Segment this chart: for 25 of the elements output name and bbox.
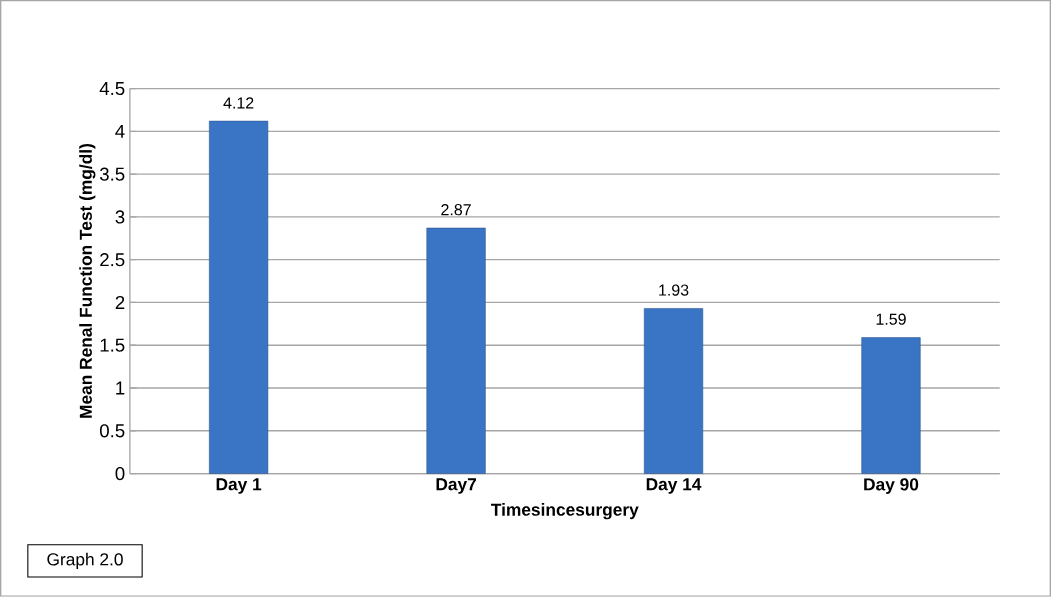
y-tick-label: 2 [115,296,125,310]
y-tick-label: 1.5 [100,338,125,352]
x-tick-label: Day 90 [864,478,919,495]
y-tick-label: 4 [115,125,125,138]
y-tick-label: 0 [115,467,125,481]
x-axis-title: Timesincesurgery [491,503,639,520]
x-tick-label: Day7 [436,478,477,494]
y-tick-label: 1 [116,381,125,395]
bar [643,308,704,474]
x-tick-label: Day 14 [646,478,702,494]
x-tick-label: Day 1 [216,478,262,494]
bar [861,337,921,474]
data-label: 1.59 [876,313,906,325]
y-tick-label: 4.5 [99,82,125,96]
data-label: 1.93 [659,284,689,296]
y-tick-label: 0.5 [99,424,125,438]
y-tick-label: 3.5 [99,167,125,181]
data-label: 2.87 [441,204,471,216]
y-tick-label: 2.5 [100,253,125,267]
bar [426,227,486,474]
y-tick-label: 3 [115,210,125,224]
data-label: 4.12 [223,97,254,109]
y-axis-title: Mean Renal Function Test (mg/dl) [79,144,96,418]
caption: Graph 2.0 [47,552,123,570]
bar [209,120,269,474]
